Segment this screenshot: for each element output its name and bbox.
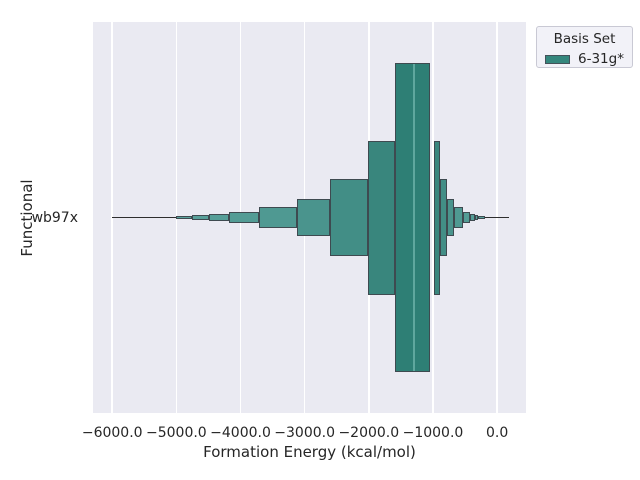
legend-item-label: 6-31g* bbox=[578, 51, 624, 67]
boxen-box-level-4-left bbox=[296, 198, 330, 237]
whisker-line bbox=[484, 217, 509, 219]
boxen-box-level-9-right bbox=[478, 216, 485, 220]
boxen-box-level-5-left bbox=[259, 207, 297, 229]
x-tick-labels: −6000.0 −5000.0 −4000.0 −3000.0 −2000.0 −1000… bbox=[82, 425, 526, 441]
boxen-box-level-2-right bbox=[433, 140, 440, 295]
boxen-box-level-6-right bbox=[463, 212, 471, 224]
boxen-box-level-3-left bbox=[330, 178, 369, 257]
boxen-box-level-7-right bbox=[470, 214, 475, 221]
boxen-box-level-7-left bbox=[209, 214, 230, 221]
legend-item: 6-31g* bbox=[537, 51, 632, 67]
x-tick-label: −4000.0 bbox=[210, 425, 271, 441]
whisker-line bbox=[111, 217, 177, 219]
boxen-box-level-5-right bbox=[454, 207, 464, 229]
boxen-box-level-9-left bbox=[176, 216, 192, 220]
boxen-box-level-4-right bbox=[447, 198, 455, 237]
legend-swatch-icon bbox=[545, 54, 570, 64]
legend: Basis Set 6-31g* bbox=[536, 26, 633, 68]
y-tick-label: wb97x bbox=[31, 210, 78, 226]
median-line bbox=[412, 64, 415, 372]
gridline bbox=[432, 22, 434, 413]
boxen-box-level-8-left bbox=[191, 215, 210, 220]
plot-area bbox=[93, 22, 526, 413]
x-tick-label: 0.0 bbox=[485, 425, 509, 441]
boxen-box-level-2-left bbox=[368, 140, 396, 295]
x-tick-label: −2000.0 bbox=[338, 425, 400, 441]
x-tick-label: −3000.0 bbox=[274, 425, 336, 441]
boxen-box-level-6-left bbox=[229, 212, 260, 224]
x-tick-label: −6000.0 bbox=[81, 425, 143, 441]
boxen-box-level-3-right bbox=[440, 178, 448, 257]
x-tick-label: −1000.0 bbox=[402, 425, 464, 441]
x-axis-label: Formation Energy (kcal/mol) bbox=[203, 443, 416, 461]
boxen-box-level-8-right bbox=[474, 215, 479, 220]
legend-title: Basis Set bbox=[553, 31, 616, 47]
x-tick-label: −5000.0 bbox=[146, 425, 207, 441]
